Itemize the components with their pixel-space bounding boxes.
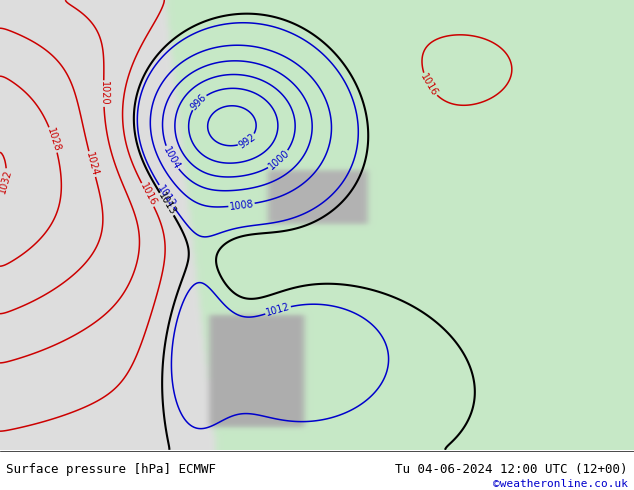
Text: 1028: 1028 <box>45 126 62 153</box>
Text: ©weatheronline.co.uk: ©weatheronline.co.uk <box>493 479 628 489</box>
Text: 1032: 1032 <box>0 168 13 195</box>
Text: 1000: 1000 <box>266 148 292 172</box>
Text: 1012: 1012 <box>265 302 291 318</box>
Text: 1024: 1024 <box>84 151 100 177</box>
Text: 1012: 1012 <box>155 183 178 209</box>
Text: 996: 996 <box>189 92 209 112</box>
Text: Tu 04-06-2024 12:00 UTC (12+00): Tu 04-06-2024 12:00 UTC (12+00) <box>395 463 628 476</box>
Text: Surface pressure [hPa] ECMWF: Surface pressure [hPa] ECMWF <box>6 463 216 476</box>
Text: 992: 992 <box>236 131 257 150</box>
Text: 1013: 1013 <box>156 191 178 217</box>
Text: 1016: 1016 <box>138 182 158 208</box>
Text: 1004: 1004 <box>161 145 182 171</box>
Text: 1020: 1020 <box>98 81 109 106</box>
Text: 1008: 1008 <box>229 198 254 212</box>
Text: 1016: 1016 <box>418 72 439 98</box>
